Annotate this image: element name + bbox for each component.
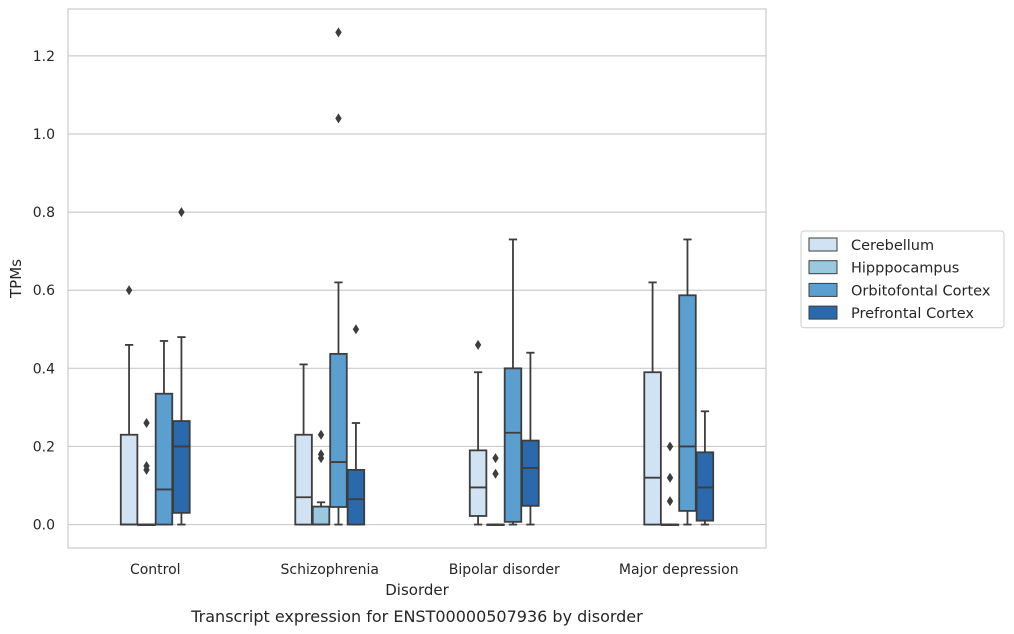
y-axis-ticks: 0.0 0.2 0.4 0.6 0.8 1.0 1.2	[33, 49, 55, 534]
box-3-2	[329, 27, 348, 526]
box-2-3	[486, 453, 505, 526]
box-body	[172, 420, 191, 514]
outlier-point	[352, 324, 360, 335]
legend-swatch	[808, 305, 838, 320]
y-tick-label: 1.0	[33, 127, 55, 143]
box-1-3	[468, 339, 488, 526]
y-tick-label: 1.2	[33, 49, 55, 65]
legend-frame	[800, 230, 1005, 329]
legend: Cerebellum Hipppocampus Orbitofontal Corte…	[800, 230, 1005, 329]
box-2-1	[137, 418, 156, 526]
outlier-point	[666, 441, 674, 452]
outlier-point	[178, 207, 185, 218]
box-4-1	[172, 207, 191, 526]
box-body	[329, 352, 348, 508]
outlier-point	[143, 460, 150, 471]
box-body	[643, 371, 662, 526]
box-4-3	[521, 351, 540, 526]
box-body	[154, 392, 174, 526]
box-body	[521, 439, 540, 507]
legend-label: Cerebellum	[851, 238, 934, 254]
box-body	[294, 433, 313, 526]
y-axis-label: TPMs	[7, 259, 25, 299]
box-2-2	[311, 429, 331, 526]
outlier-point	[492, 453, 499, 464]
box-body	[695, 451, 715, 522]
x-tick-label: Control	[130, 562, 181, 578]
x-axis-label: Disorder	[385, 581, 449, 599]
plot-frame	[67, 8, 767, 549]
box-body	[311, 505, 331, 526]
box-1-1	[119, 285, 139, 526]
legend-swatch	[808, 260, 838, 275]
x-tick-label: Major depression	[619, 562, 739, 578]
box-1-4	[643, 281, 662, 526]
legend-label: Orbitofontal Cortex	[851, 283, 991, 299]
y-tick-label: 0.2	[33, 439, 55, 455]
box-3-4	[678, 238, 697, 526]
y-tick-label: 0.8	[33, 205, 55, 221]
box-4-4	[695, 410, 715, 526]
outlier-point	[474, 339, 482, 350]
boxes	[119, 27, 715, 526]
outlier-point	[666, 496, 674, 507]
legend-item: Orbitofontal Cortex	[808, 282, 991, 299]
box-4-2	[346, 324, 366, 526]
outlier-point	[317, 429, 325, 440]
outlier-point	[317, 449, 325, 460]
box-3-3	[503, 238, 523, 526]
x-axis-ticks: Control Schizophrenia Bipolar disorder Majo…	[130, 562, 739, 578]
outlier-point	[492, 468, 499, 479]
legend-item: Prefrontal Cortex	[808, 305, 974, 322]
box-2-4	[660, 441, 680, 526]
legend-item: Hipppocampus	[808, 260, 959, 277]
legend-label: Prefrontal Cortex	[851, 306, 974, 322]
legend-item: Cerebellum	[808, 237, 934, 254]
box-body	[346, 468, 366, 526]
outlier-point	[125, 285, 133, 296]
legend-label: Hipppocampus	[851, 261, 959, 277]
outlier-point	[335, 113, 342, 124]
outlier-point	[143, 418, 150, 429]
legend-swatch	[808, 237, 838, 252]
box-1-2	[294, 363, 313, 526]
box-body	[503, 367, 523, 523]
outlier-point	[666, 472, 674, 483]
x-tick-label: Schizophrenia	[281, 562, 379, 578]
y-tick-label: 0.4	[33, 361, 55, 377]
box-body	[678, 294, 697, 512]
legend-swatch	[808, 282, 838, 297]
figure-caption: Transcript expression for ENST0000050793…	[190, 607, 643, 626]
box-body	[468, 449, 488, 517]
outlier-point	[335, 27, 342, 38]
y-tick-label: 0.0	[33, 518, 55, 534]
x-tick-label: Bipolar disorder	[449, 562, 560, 578]
y-tick-label: 0.6	[33, 283, 55, 299]
box-body	[119, 433, 139, 526]
